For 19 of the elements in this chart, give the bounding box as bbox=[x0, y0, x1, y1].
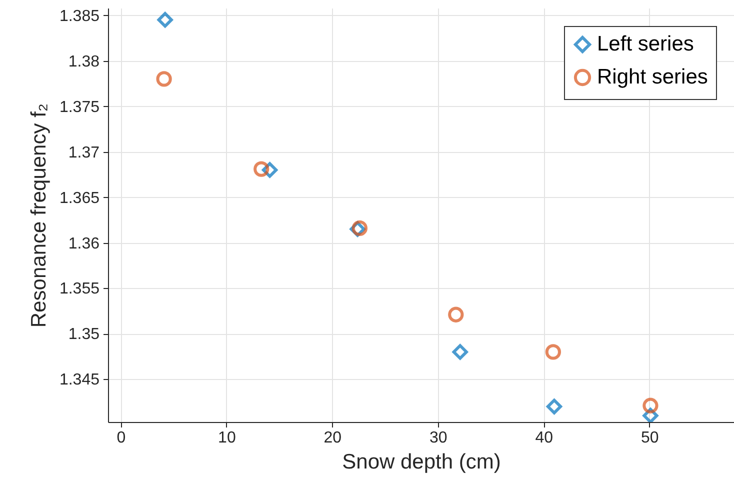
y-tick-label: 1.36 bbox=[68, 235, 100, 252]
x-tick-label: 20 bbox=[324, 430, 342, 446]
x-tick-label: 40 bbox=[535, 430, 554, 446]
y-tick-label: 1.355 bbox=[59, 280, 100, 298]
y-tick-label: 1.385 bbox=[59, 8, 100, 25]
y-tick-label: 1.38 bbox=[68, 53, 100, 70]
y-tick-label: 1.37 bbox=[68, 144, 100, 162]
y-axis-title: Resonance frequency f₂ bbox=[27, 103, 50, 328]
x-tick-label: 50 bbox=[641, 430, 659, 446]
y-tick-label: 1.35 bbox=[68, 326, 100, 344]
x-tick-label: 30 bbox=[430, 430, 448, 446]
y-tick-label: 1.365 bbox=[59, 190, 100, 207]
y-tick-label: 1.345 bbox=[59, 372, 100, 389]
x-tick-label: 10 bbox=[218, 430, 236, 446]
x-axis-title: Snow depth (cm) bbox=[342, 450, 501, 474]
legend-label: Left series bbox=[597, 32, 694, 56]
legend-label: Right series bbox=[597, 66, 708, 88]
x-tick-label: 0 bbox=[116, 430, 126, 446]
y-tick-label: 1.375 bbox=[59, 98, 100, 116]
